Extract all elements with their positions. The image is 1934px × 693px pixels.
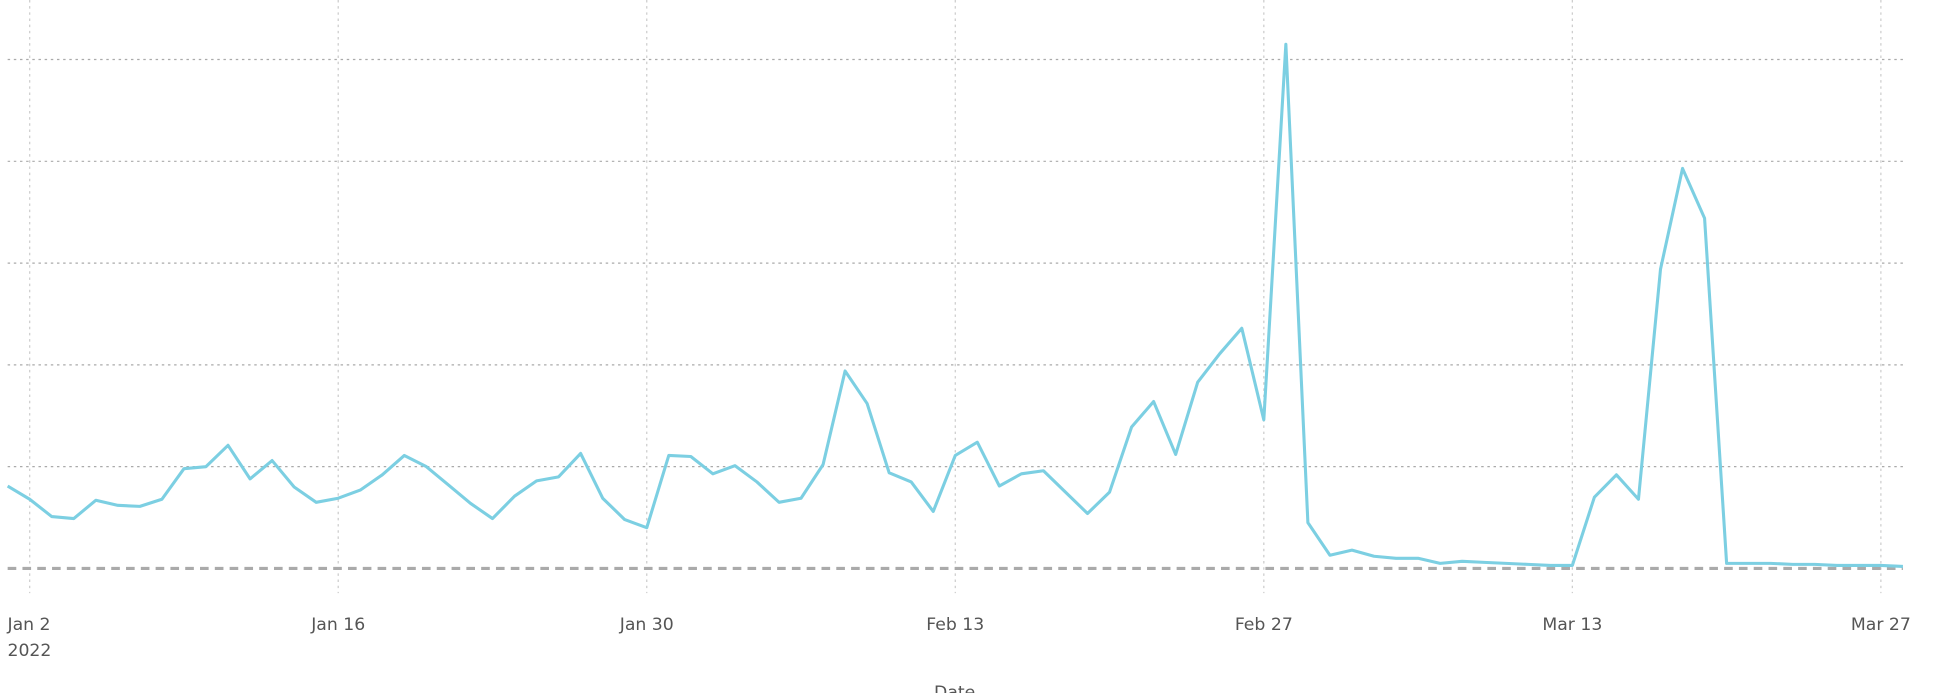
x-tick-label: Mar 13 <box>1542 615 1602 635</box>
x-year-label: 2022 <box>7 641 51 661</box>
x-tick-label: Mar 27 <box>1851 615 1911 635</box>
x-tick-label: Jan 16 <box>310 615 365 635</box>
data-line <box>6 42 1903 568</box>
x-tick-label: Feb 13 <box>926 615 984 635</box>
x-tick-label: Jan 30 <box>619 615 674 635</box>
x-tick-label: Feb 27 <box>1235 615 1293 635</box>
x-tick-label: Jan 2 <box>6 615 50 635</box>
x-axis-label: Date <box>934 683 975 693</box>
